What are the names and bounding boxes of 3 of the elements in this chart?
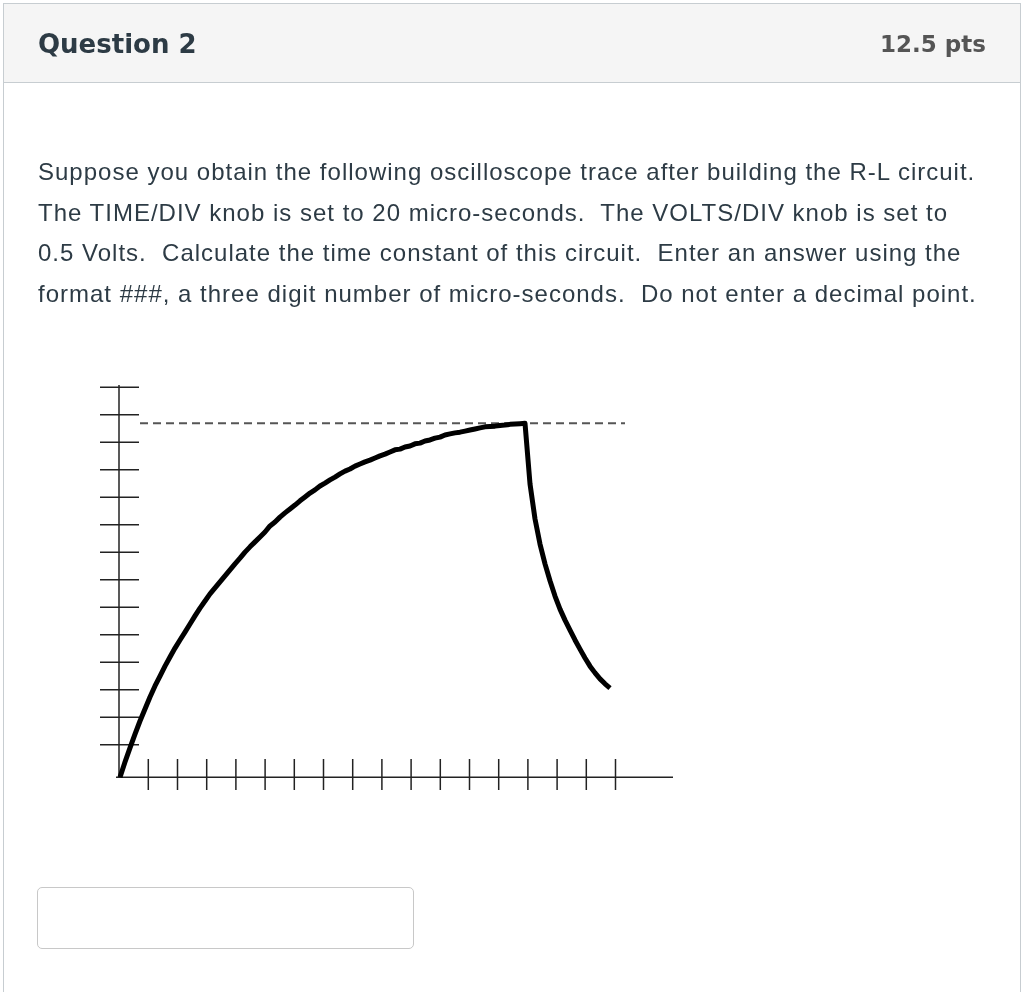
chart-title: Question 2 xyxy=(38,28,197,61)
chart-subtitle: Suppose you obtain the following oscilloscope trace after building the R-L circuit. The TIME/DIV knob is set to 20 micro-seconds. The VOLTS/DIV knob is set to 0.5 Volts. Calculate the time constant of this circuit. Enter an answer using the format ###, a three digit number of micro-seconds. Do not enter a decimal point. xyxy=(38,157,978,309)
text: 12.5 pts xyxy=(880,30,986,59)
